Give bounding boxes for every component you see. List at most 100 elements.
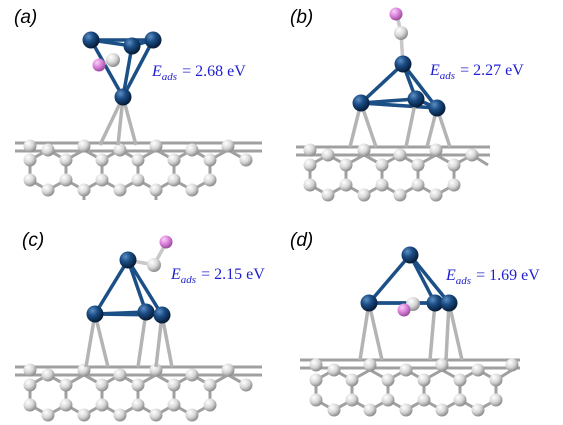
metal-atom bbox=[153, 306, 171, 324]
carbon-atom bbox=[357, 188, 371, 202]
carbon-atom bbox=[417, 373, 431, 387]
eads-symbol: E bbox=[170, 266, 181, 283]
metal-atom bbox=[82, 31, 100, 49]
carbon-atom bbox=[23, 398, 37, 412]
carbon-atom bbox=[345, 373, 359, 387]
eads-a: Eads = 2.68 eV bbox=[151, 63, 246, 83]
hydrogen-atom bbox=[389, 7, 403, 21]
carbon-atom bbox=[149, 363, 163, 377]
carbon-atom bbox=[411, 178, 425, 192]
carbon-atom bbox=[106, 53, 120, 67]
metal-atom bbox=[114, 88, 132, 106]
carbon-atom bbox=[429, 143, 443, 157]
support-bonds-c bbox=[84, 311, 174, 368]
carbon-atom bbox=[59, 173, 73, 187]
panel-label-d: (d) bbox=[290, 230, 313, 251]
carbon-atom bbox=[381, 393, 395, 407]
eads-symbol: E bbox=[445, 267, 456, 284]
carbon-atom bbox=[23, 153, 37, 167]
carbon-atom bbox=[303, 178, 317, 192]
panel-a: (a) bbox=[14, 7, 262, 200]
panel-c: (c) bbox=[15, 230, 265, 422]
metal-atom bbox=[407, 90, 425, 108]
carbon-atom bbox=[185, 183, 199, 197]
metal-atom bbox=[144, 31, 162, 49]
carbon-atom bbox=[393, 148, 407, 162]
support-bonds-a bbox=[98, 96, 138, 146]
carbon-atom bbox=[339, 178, 353, 192]
metal-atom bbox=[86, 305, 104, 323]
carbon-atoms-b bbox=[303, 143, 479, 202]
metal-atom bbox=[123, 37, 141, 55]
eads-symbol: E bbox=[429, 62, 440, 79]
carbon-atom bbox=[221, 363, 235, 377]
carbon-atom bbox=[321, 188, 335, 202]
metal-atom bbox=[394, 55, 412, 73]
carbon-atom bbox=[167, 173, 181, 187]
panel-label-a: (a) bbox=[14, 7, 37, 28]
carbon-atom bbox=[489, 373, 503, 387]
carbon-atom bbox=[339, 158, 353, 172]
panel-label-b: (b) bbox=[290, 7, 313, 28]
carbon-atom bbox=[411, 158, 425, 172]
carbon-atom bbox=[239, 153, 253, 167]
carbon-atom bbox=[131, 173, 145, 187]
carbon-atom bbox=[309, 393, 323, 407]
eads-value: = 2.68 eV bbox=[182, 63, 246, 80]
carbon-atom bbox=[167, 398, 181, 412]
carbon-atom bbox=[327, 363, 341, 377]
carbon-atom bbox=[393, 188, 407, 202]
carbon-atom bbox=[149, 139, 163, 153]
panel-label-c: (c) bbox=[22, 230, 44, 251]
metal-atom bbox=[360, 294, 378, 312]
carbon-atom bbox=[59, 153, 73, 167]
carbon-atom bbox=[203, 153, 217, 167]
carbon-atom bbox=[23, 363, 37, 377]
carbon-atom bbox=[131, 153, 145, 167]
carbon-atom bbox=[357, 143, 371, 157]
carbon-atom bbox=[147, 258, 161, 272]
hydrogen-atom bbox=[397, 303, 411, 317]
carbon-atom bbox=[309, 358, 323, 372]
eads-subscript: ads bbox=[456, 275, 471, 287]
carbon-atom bbox=[453, 373, 467, 387]
carbon-atom bbox=[375, 178, 389, 192]
eads-value: = 1.69 eV bbox=[476, 267, 540, 284]
carbon-atom bbox=[23, 173, 37, 187]
carbon-atom bbox=[41, 183, 55, 197]
carbon-atoms-c bbox=[23, 363, 253, 422]
carbon-atom bbox=[303, 143, 317, 157]
carbon-atoms-a bbox=[23, 139, 253, 197]
carbon-atom bbox=[59, 378, 73, 392]
carbon-atom bbox=[489, 393, 503, 407]
metal-atom bbox=[352, 94, 370, 112]
carbon-atom bbox=[113, 183, 127, 197]
carbon-atom bbox=[381, 373, 395, 387]
carbon-atom bbox=[23, 139, 37, 153]
carbon-atom bbox=[185, 143, 199, 157]
eads-symbol: E bbox=[151, 63, 162, 80]
carbon-atom bbox=[131, 398, 145, 412]
panel-b: (b) bbox=[290, 7, 524, 202]
eads-c: Eads = 2.15 eV bbox=[170, 266, 265, 286]
carbon-atom bbox=[399, 403, 413, 417]
carbon-atom bbox=[77, 183, 91, 197]
cluster-bonds-c bbox=[93, 259, 164, 317]
carbon-atom bbox=[185, 408, 199, 422]
support-bonds-d bbox=[358, 302, 464, 361]
hydrogen-atom bbox=[159, 235, 173, 249]
carbon-atom bbox=[321, 148, 335, 162]
carbon-atom bbox=[465, 148, 479, 162]
carbon-atom bbox=[399, 363, 413, 377]
carbon-atom bbox=[95, 153, 109, 167]
metal-atom bbox=[401, 246, 419, 264]
carbon-atom bbox=[167, 153, 181, 167]
carbon-atom bbox=[131, 378, 145, 392]
eads-value: = 2.15 eV bbox=[201, 266, 265, 283]
carbon-atom bbox=[471, 363, 485, 377]
carbon-atom bbox=[95, 378, 109, 392]
carbon-atom bbox=[417, 393, 431, 407]
carbon-atom bbox=[309, 373, 323, 387]
carbon-atom bbox=[59, 398, 73, 412]
